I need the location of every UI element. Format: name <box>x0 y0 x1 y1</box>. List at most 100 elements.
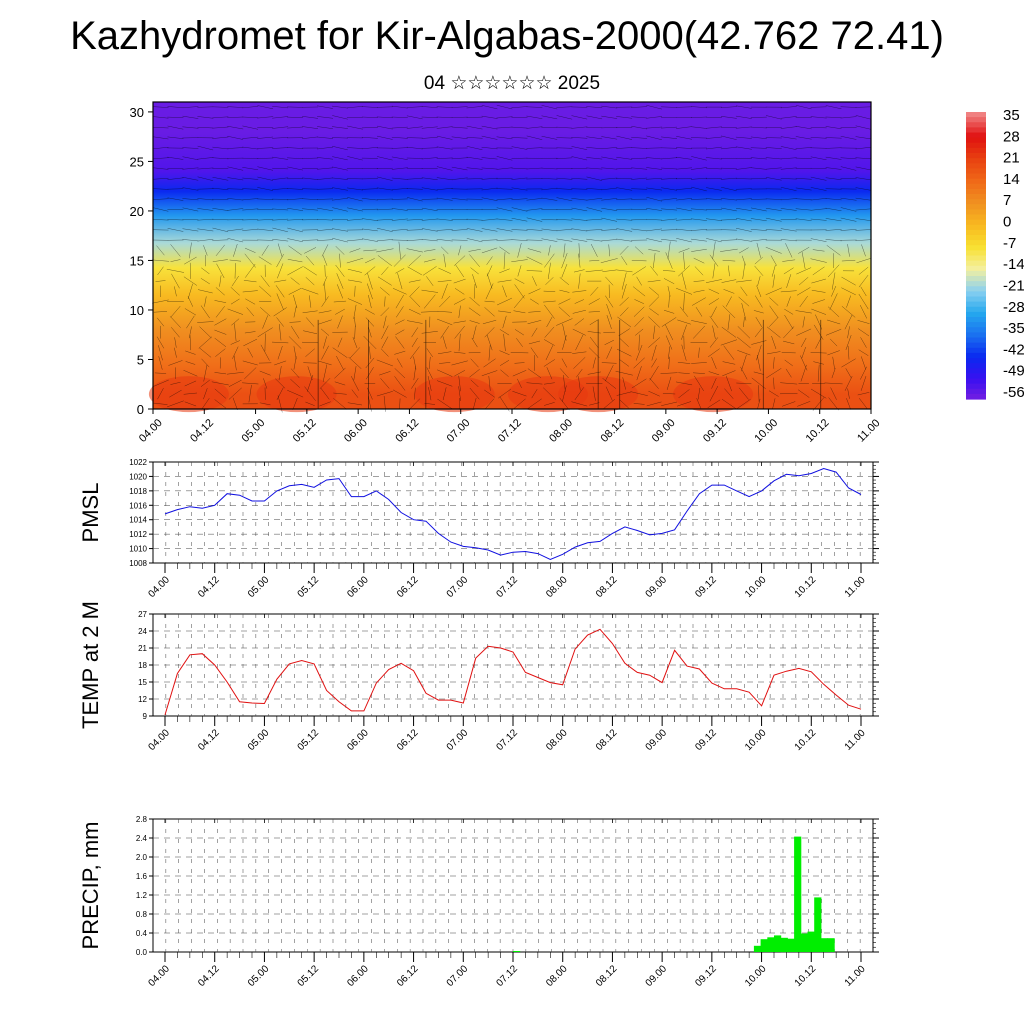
wind-vector <box>279 324 282 341</box>
colorbar-label: 21 <box>1003 150 1020 167</box>
wind-vector <box>426 276 434 286</box>
wind-vector <box>858 274 869 288</box>
wind-vector <box>303 266 317 276</box>
wind-vector <box>361 228 378 232</box>
wind-vector <box>287 166 303 171</box>
wind-vector <box>665 335 673 350</box>
wind-vector <box>785 368 792 378</box>
wind-vector <box>646 167 663 170</box>
wind-vector <box>383 315 387 329</box>
wind-vector <box>481 105 498 110</box>
wind-vector <box>242 219 259 221</box>
wind-vector <box>496 126 513 129</box>
wind-vector <box>203 388 208 400</box>
wind-vector <box>810 388 827 399</box>
wind-vector <box>421 207 438 212</box>
wind-vector <box>156 245 165 256</box>
wind-vector <box>795 187 812 191</box>
x-tick-label: 09.12 <box>693 574 719 600</box>
wind-vector <box>365 357 375 369</box>
wind-vector <box>646 208 663 211</box>
wind-vector <box>170 259 181 262</box>
wind-vector <box>486 273 493 289</box>
wind-vector <box>676 126 693 129</box>
wind-vector <box>174 286 177 297</box>
wind-vector <box>545 345 554 361</box>
x-tick-label: 06.00 <box>342 417 370 445</box>
colorbar-segment <box>966 327 986 333</box>
wind-vector <box>361 106 378 108</box>
wind-vector <box>376 248 394 253</box>
wind-vector <box>244 367 257 380</box>
wind-vector <box>486 256 493 265</box>
wind-vector <box>484 300 495 303</box>
wind-vector <box>440 325 450 339</box>
wind-vector <box>766 368 782 379</box>
colorbar-segment <box>966 388 986 395</box>
wind-vector <box>361 238 378 242</box>
wind-vector <box>526 135 543 140</box>
wind-vector <box>466 228 483 232</box>
wind-vector <box>438 267 452 274</box>
wind-vector <box>406 218 423 221</box>
wind-vector <box>152 198 169 200</box>
wind-vector <box>631 177 648 180</box>
wind-vector <box>661 177 678 180</box>
wind-vector <box>616 228 633 232</box>
wind-vector <box>212 259 228 262</box>
wind-vector <box>336 355 344 371</box>
wind-vector <box>152 177 169 180</box>
colorbar-segment <box>966 363 986 369</box>
x-tick-label: 10.00 <box>743 727 769 753</box>
wind-vector <box>676 198 693 201</box>
wind-vector <box>571 146 588 150</box>
wind-vector <box>735 227 752 232</box>
wind-vector <box>423 294 436 309</box>
wind-vector <box>825 126 842 130</box>
wind-vector <box>230 298 240 305</box>
wind-vector <box>708 371 720 376</box>
chart-title: Kazhydromet for Kir-Algabas-2000(42.762 … <box>70 14 944 58</box>
wind-vector <box>496 104 513 110</box>
wind-vector <box>720 248 738 252</box>
x-tick-label: 08.00 <box>547 417 575 445</box>
wind-vector <box>797 389 810 398</box>
wind-vector <box>466 178 483 180</box>
wind-vector <box>260 275 270 287</box>
wind-vector <box>544 326 555 338</box>
wind-vector <box>858 293 869 310</box>
wind-vector <box>571 167 588 170</box>
wind-vector <box>305 317 315 327</box>
wind-vector <box>633 357 645 369</box>
wind-vector <box>723 289 735 294</box>
wind-vector <box>541 238 558 242</box>
wind-vector <box>771 335 777 350</box>
wind-vector <box>168 360 183 366</box>
wind-vector <box>466 146 483 151</box>
wind-vector <box>436 380 453 387</box>
wind-vector <box>361 146 378 150</box>
wind-vector <box>841 358 856 368</box>
wind-vector <box>421 228 438 232</box>
wind-vector <box>573 357 586 369</box>
wind-vector <box>391 147 408 149</box>
x-tick-label: 08.00 <box>544 963 570 989</box>
wind-vector <box>753 310 764 314</box>
wind-vector <box>488 375 491 391</box>
wind-vector <box>406 197 423 202</box>
wind-vector <box>544 304 555 319</box>
wind-vector <box>750 116 767 118</box>
wind-vector <box>215 287 225 296</box>
wind-vector <box>795 310 812 314</box>
precip-bar <box>820 938 828 952</box>
wind-vector <box>498 310 512 313</box>
wind-vector <box>765 147 782 149</box>
wind-vector <box>376 135 393 140</box>
wind-vector <box>676 238 692 243</box>
wind-vector <box>543 387 556 400</box>
wind-vector <box>631 147 648 149</box>
colorbar-label: 35 <box>1003 107 1020 124</box>
wind-vector <box>526 382 543 385</box>
wind-vector <box>443 253 446 268</box>
wind-vector <box>481 239 498 241</box>
